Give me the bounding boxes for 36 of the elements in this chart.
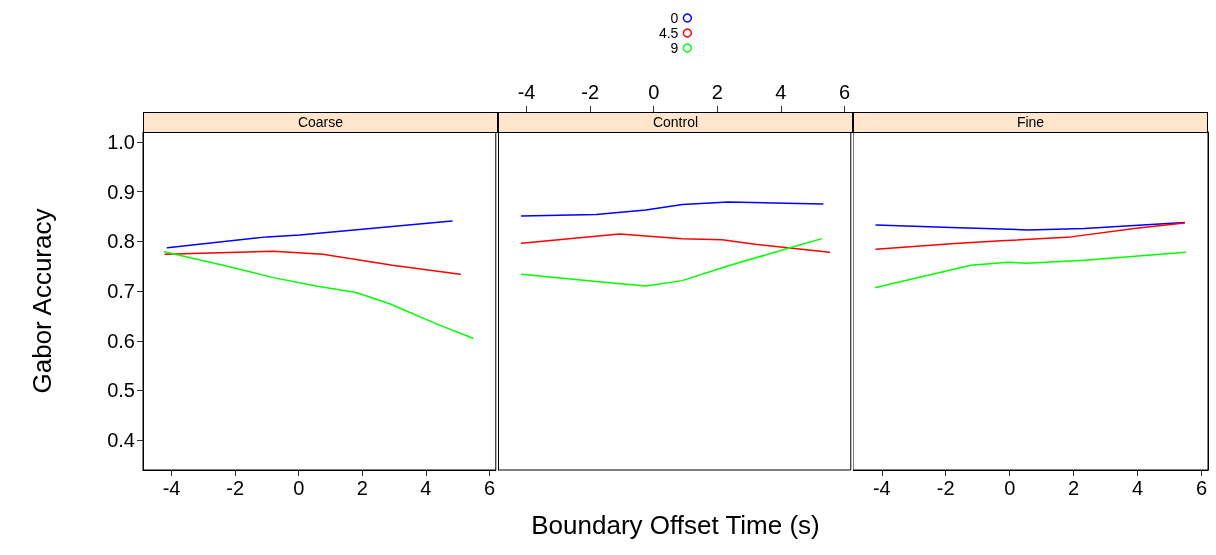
x-tick-label: 6	[838, 81, 850, 103]
legend-label: 9	[670, 40, 679, 56]
x-tick-label: -4	[517, 81, 536, 103]
line-series	[163, 251, 474, 340]
y-tick-label: 0.4	[107, 429, 135, 452]
legend-label: 4.5	[658, 25, 679, 41]
x-tick-label: 2	[356, 477, 368, 499]
chart-title: Fine	[853, 112, 1208, 133]
x-tick-label: 4	[420, 477, 432, 499]
chart-title: Control	[498, 112, 853, 133]
y-tick-label: 1.0	[107, 130, 135, 153]
x-tick-label: 4	[775, 81, 787, 103]
y-tick-label: 0.9	[107, 180, 135, 203]
x-tick-label: -2	[581, 81, 600, 103]
x-tick-label: 0	[648, 81, 660, 103]
x-tick-label: 2	[1068, 477, 1080, 499]
x-tick-label: 2	[711, 81, 723, 103]
y-axis-title: Gabor Accuracy	[26, 208, 58, 394]
y-tick-label: 0.8	[107, 230, 135, 253]
x-tick-label: -2	[936, 477, 955, 499]
y-tick-label: 0.7	[107, 280, 135, 303]
x-axis-title: Boundary Offset Time (s)	[531, 510, 820, 541]
y-tick-label: 0.6	[107, 329, 135, 352]
x-tick-label: 4	[1132, 477, 1144, 499]
y-tick-label: 0.5	[107, 379, 135, 402]
x-tick-label: 0	[1004, 477, 1016, 499]
x-tick-label: -2	[226, 477, 245, 499]
x-tick-label: -4	[162, 477, 181, 499]
line-series	[164, 250, 461, 275]
x-tick-label: 6	[1196, 477, 1208, 499]
chart-title: Coarse	[143, 112, 498, 133]
x-tick-label: 6	[483, 477, 495, 499]
x-tick-label: -4	[872, 477, 891, 499]
line-series	[166, 220, 453, 249]
legend-label: 0	[670, 10, 679, 26]
x-tick-label: 0	[293, 477, 305, 499]
